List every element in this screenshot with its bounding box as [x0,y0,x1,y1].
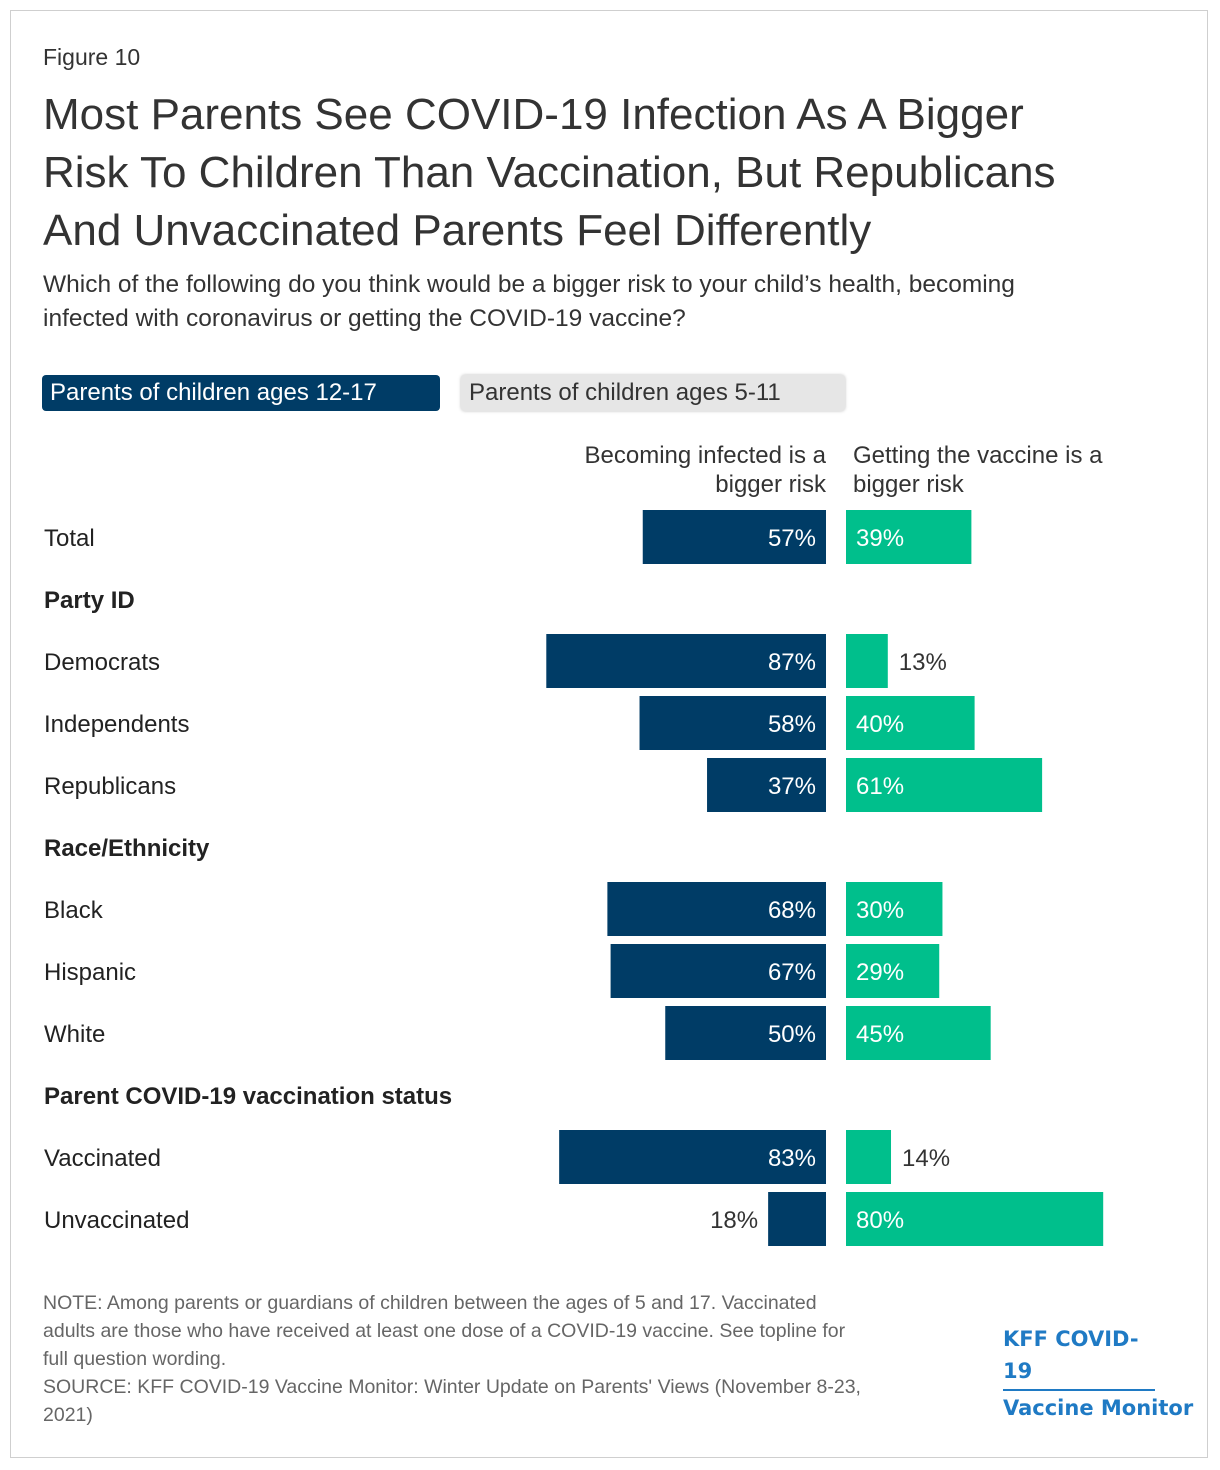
row-label-vaccinated: Vaccinated [44,1145,161,1172]
logo-line: KFF COVID-19 [1003,1323,1155,1391]
bar-vaccine-republicans [846,758,1043,812]
row-label-total: Total [44,525,95,552]
data-label-vaccine-total: 39% [856,525,904,552]
data-label-infected-independents: 58% [768,711,816,738]
row-label-democrats: Democrats [44,649,160,676]
series-header-vaccine: Getting the vaccine is a bigger risk [853,441,1102,499]
bar-vaccine-democrats [846,634,888,688]
series-header-line: Becoming infected is a [584,442,826,469]
chart-subtitle: Which of the following do you think woul… [43,268,1183,336]
data-label-infected-unvaccinated: 18% [710,1207,758,1234]
logo-line: Vaccine Monitor [1003,1396,1194,1420]
data-label-vaccine-black: 30% [856,897,904,924]
title-line: Risk To Children Than Vaccination, But R… [43,148,1056,197]
note-line: adults are those who have received at le… [43,1320,846,1342]
tab-parents-12-17[interactable]: Parents of children ages 12-17 [42,375,440,411]
row-label-black: Black [44,897,104,924]
data-label-infected-republicans: 37% [768,773,816,800]
figure-frame [10,10,1208,1458]
title-line: And Unvaccinated Parents Feel Differentl… [43,206,872,255]
row-label-republicans: Republicans [44,773,176,800]
note-line: NOTE: Among parents or guardians of chil… [43,1292,817,1314]
chart-note: NOTE: Among parents or guardians of chil… [43,1289,983,1429]
data-label-vaccine-unvaccinated: 80% [856,1207,904,1234]
group-header-race-ethnicity: Race/Ethnicity [44,835,210,862]
data-label-vaccine-republicans: 61% [856,773,904,800]
bar-vaccine-total [846,510,972,564]
data-label-vaccine-hispanic: 29% [856,959,904,986]
bar-infected-total [642,510,826,564]
group-header-party-id: Party ID [44,587,135,614]
bar-infected-black [607,882,826,936]
subtitle-line: infected with coronavirus or getting the… [43,305,686,332]
data-label-infected-black: 68% [768,897,816,924]
bar-vaccine-white [846,1006,991,1060]
series-header-line: bigger risk [853,471,964,498]
data-label-vaccine-vaccinated: 14% [902,1145,950,1172]
bar-vaccine-vaccinated [846,1130,892,1184]
data-label-vaccine-independents: 40% [856,711,904,738]
tab-parents-5-11[interactable]: Parents of children ages 5-11 [461,375,845,411]
row-label-unvaccinated: Unvaccinated [44,1207,189,1234]
data-label-infected-hispanic: 67% [768,959,816,986]
kff-logo: KFF COVID-19 Vaccine Monitor [1003,1323,1193,1424]
source-line: SOURCE: KFF COVID-19 Vaccine Monitor: Wi… [43,1376,861,1398]
series-header-line: bigger risk [715,471,826,498]
data-label-vaccine-democrats: 13% [899,649,947,676]
bar-infected-white [665,1006,826,1060]
row-label-independents: Independents [44,711,189,738]
series-header-infected: Becoming infected is a bigger risk [585,441,826,499]
bar-vaccine-hispanic [846,944,940,998]
bar-infected-republicans [707,758,826,812]
chart-title: Most Parents See COVID-19 Infection As A… [43,86,1183,260]
data-label-infected-white: 50% [768,1021,816,1048]
series-header-line: Getting the vaccine is a [853,442,1103,469]
bar-vaccine-black [846,882,943,936]
bar-vaccine-independents [846,696,975,750]
row-label-white: White [44,1021,105,1048]
subtitle-line: Which of the following do you think woul… [43,271,1015,298]
data-label-infected-total: 57% [768,525,816,552]
data-label-vaccine-white: 45% [856,1021,904,1048]
note-line: full question wording. [43,1348,227,1370]
bar-infected-unvaccinated [768,1192,826,1246]
figure-label: Figure 10 [43,44,141,70]
bar-infected-hispanic [610,944,826,998]
bar-vaccine-unvaccinated [846,1192,1104,1246]
source-line: 2021) [43,1404,93,1426]
bar-infected-independents [639,696,826,750]
row-label-hispanic: Hispanic [44,959,136,986]
data-label-infected-vaccinated: 83% [768,1145,816,1172]
title-line: Most Parents See COVID-19 Infection As A… [43,90,1024,139]
bar-infected-vaccinated [559,1130,826,1184]
group-header-parent-covid-19-vaccination-status: Parent COVID-19 vaccination status [44,1083,452,1110]
bar-infected-democrats [546,634,826,688]
data-label-infected-democrats: 87% [768,649,816,676]
